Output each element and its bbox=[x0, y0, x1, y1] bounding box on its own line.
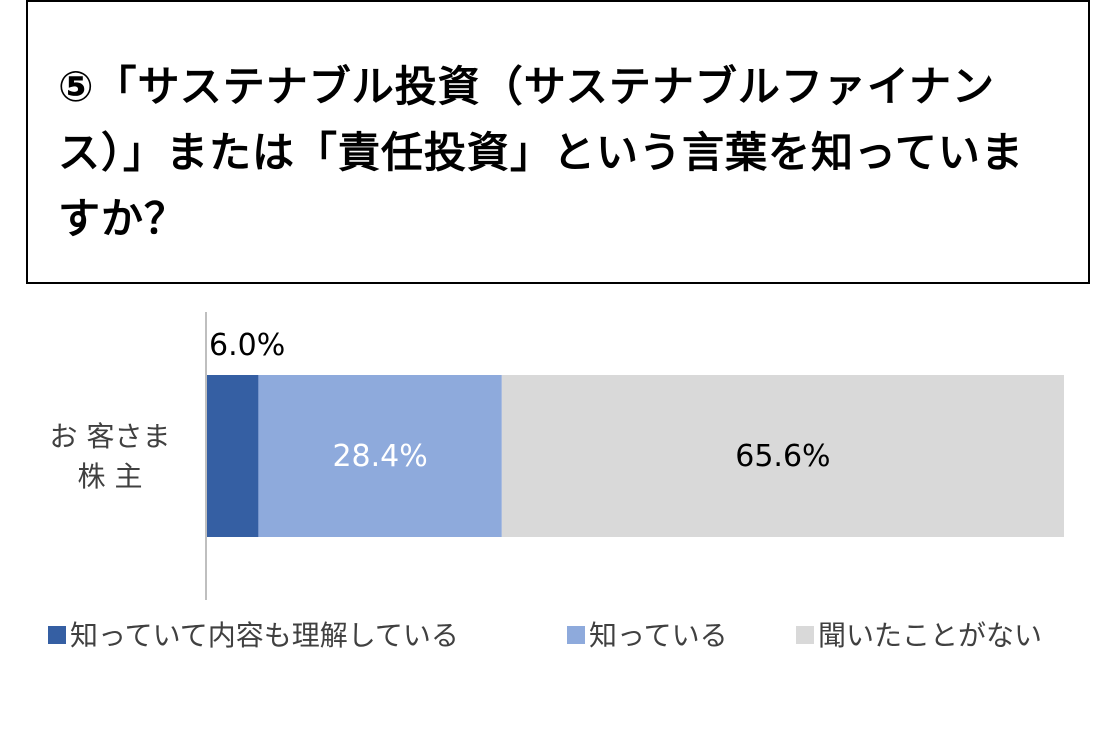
legend-swatch-1 bbox=[567, 626, 585, 644]
question-text: ⑤「サステナブル投資（サステナブルファイナンス）」または「責任投資」という言葉を… bbox=[58, 62, 1024, 243]
bar-segment-1 bbox=[258, 375, 502, 537]
legend: 知っていて内容も理解している 知っている 聞いたことがない bbox=[48, 619, 1042, 652]
bar-segments bbox=[207, 375, 1065, 537]
legend-label-2: 聞いたことがない bbox=[818, 619, 1042, 652]
data-label-2: 65.6% bbox=[735, 439, 830, 474]
legend-swatch-2 bbox=[796, 626, 814, 644]
legend-swatch-0 bbox=[48, 626, 66, 644]
category-label-line: お 客さま bbox=[50, 420, 171, 453]
bar-segment-0 bbox=[207, 375, 259, 537]
legend-label-0: 知っていて内容も理解している bbox=[70, 619, 459, 652]
bar-segment-2 bbox=[501, 375, 1065, 537]
data-label-0: 6.0% bbox=[209, 328, 285, 363]
question-box: ⑤「サステナブル投資（サステナブルファイナンス）」または「責任投資」という言葉を… bbox=[26, 0, 1090, 284]
data-label-1: 28.4% bbox=[332, 439, 427, 474]
legend-label-1: 知っている bbox=[589, 619, 728, 652]
category-label-line: 株 主 bbox=[78, 460, 143, 493]
data-labels: 6.0% 28.4% 65.6% bbox=[209, 328, 831, 474]
